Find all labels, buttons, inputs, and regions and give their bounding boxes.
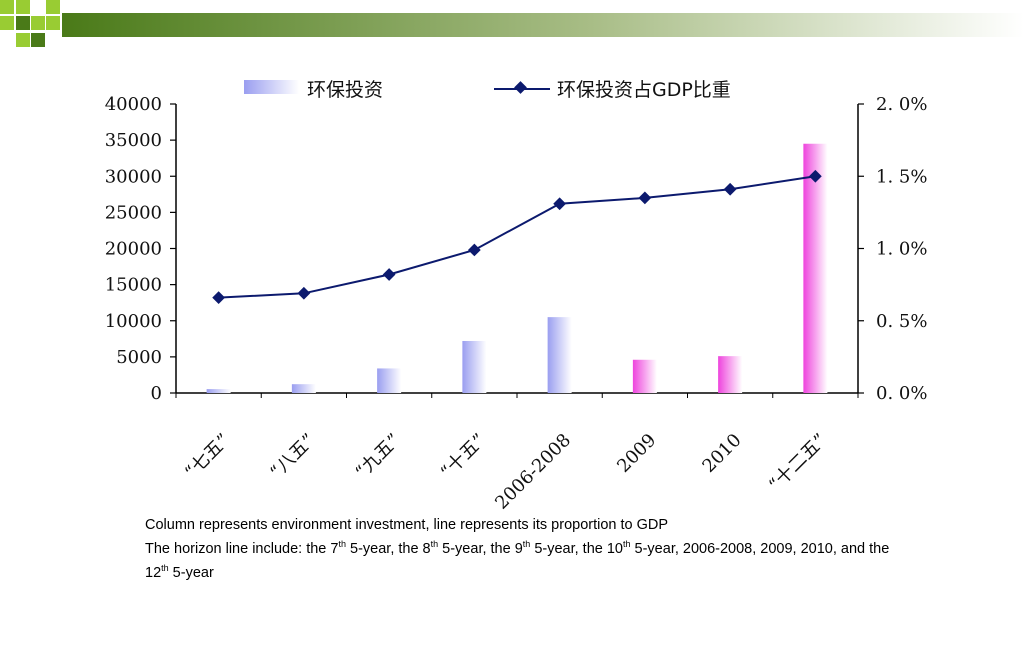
line-point: [723, 182, 737, 196]
banner-square: [16, 0, 30, 14]
banner-square: [31, 16, 45, 30]
banner-stripe: [62, 13, 1024, 37]
line-point: [553, 197, 566, 211]
caption-sup: th: [623, 539, 631, 549]
line-point: [382, 268, 396, 281]
bar: [632, 359, 657, 393]
header-banner: [0, 0, 1024, 47]
banner-square: [0, 0, 14, 14]
y-right-tick-label: 0. 0%: [876, 383, 927, 404]
y-right-tick-label: 1. 5%: [876, 166, 927, 187]
x-category-label: “七五”: [181, 430, 234, 483]
y-right-tick-label: 0. 5%: [876, 311, 927, 332]
legend-line-marker: [514, 81, 527, 94]
y-left-tick-label: 20000: [105, 239, 162, 260]
line-point: [638, 191, 652, 205]
x-category-label: 2006-2008: [491, 430, 575, 512]
bar: [718, 356, 743, 393]
line-point: [297, 286, 311, 300]
banner-square: [31, 33, 45, 47]
banner-square: [16, 16, 30, 30]
caption-text: 5-year, the 8: [345, 540, 431, 557]
y-left-tick-label: 5000: [116, 347, 162, 368]
caption-line-2: The horizon line include: the 7th 5-year…: [145, 535, 905, 583]
x-category-label: “九五”: [351, 430, 404, 483]
banner-square: [16, 33, 30, 47]
line-point: [468, 243, 481, 257]
bar: [803, 143, 828, 393]
caption-text: 5-year, the 10: [530, 540, 623, 557]
gdp-share-line: [218, 175, 816, 299]
y-left-tick-label: 15000: [105, 275, 162, 296]
x-category-label: 2009: [613, 430, 660, 477]
y-left-tick-label: 25000: [105, 202, 162, 223]
bar: [462, 340, 487, 393]
y-right-tick-label: 2. 0%: [876, 94, 927, 115]
y-left-tick-label: 35000: [105, 130, 162, 151]
y-left-tick-label: 30000: [105, 166, 162, 187]
y-right-tick-label: 1. 0%: [876, 239, 927, 260]
y-left-tick-label: 40000: [105, 94, 162, 115]
caption-sup: th: [161, 562, 169, 573]
banner-square: [46, 0, 60, 14]
investment-chart: 环保投资 环保投资占GDP比重 0 5000 10000 15000 20000 2500…: [105, 79, 928, 512]
chart-legend: 环保投资 环保投资占GDP比重: [244, 79, 731, 101]
bar: [377, 368, 402, 393]
y-left-tick-label: 0: [151, 383, 162, 404]
caption-text: The horizon line include: the 7: [145, 540, 339, 557]
caption-sup: th: [522, 539, 531, 549]
y-left-tick-label: 10000: [105, 311, 162, 332]
line-point: [212, 291, 225, 304]
banner-square: [46, 16, 60, 30]
caption-text: 5-year, 2006-2008, 2009, 2010, and the 1…: [145, 540, 890, 581]
bar: [206, 389, 231, 393]
caption-text: 5-year: [168, 564, 214, 581]
banner-square: [0, 16, 14, 30]
bar: [547, 317, 572, 393]
caption-sup: th: [430, 539, 439, 549]
caption-sup: th: [338, 539, 346, 549]
legend-bar-label: 环保投资: [307, 79, 383, 101]
caption-line-1: Column represents environment investment…: [145, 517, 669, 533]
x-category-label: 2010: [698, 430, 745, 477]
caption-text: 5-year, the 9: [438, 540, 523, 557]
legend-bar-swatch: [244, 80, 299, 94]
legend-line-label: 环保投资占GDP比重: [557, 79, 731, 101]
x-category-label: “八五”: [266, 430, 319, 483]
x-category-label: “十五”: [437, 430, 490, 483]
chart-caption: Column represents environment investment…: [145, 516, 905, 583]
bar: [291, 384, 316, 393]
x-category-label: “十二五”: [765, 430, 831, 496]
